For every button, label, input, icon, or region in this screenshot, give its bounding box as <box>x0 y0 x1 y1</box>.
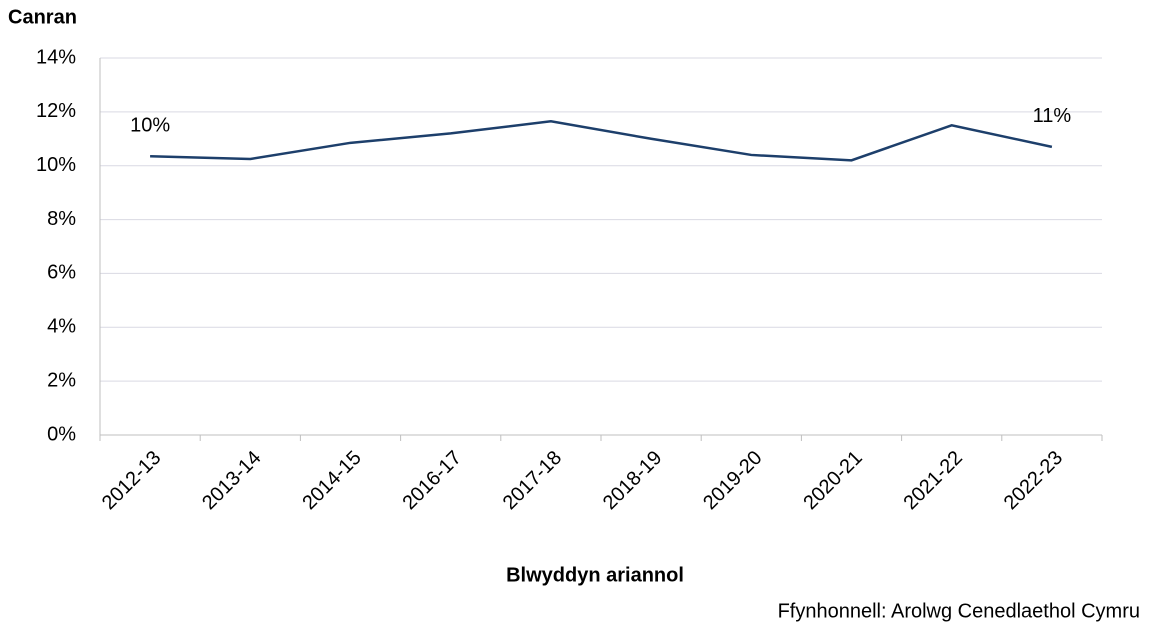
y-tick-label: 0% <box>47 423 76 445</box>
y-tick-label: 12% <box>36 100 76 122</box>
line <box>150 120 1053 162</box>
y-axis-label: Canran <box>8 6 77 28</box>
y-tick-label: 4% <box>47 316 76 338</box>
data-label: 11% <box>1033 105 1072 127</box>
y-tick-label: 14% <box>36 46 76 68</box>
x-tick-label: 2020-21 <box>799 447 866 514</box>
x-axis-label: Blwyddyn ariannol <box>506 564 684 586</box>
x-tick-label: 2022-23 <box>1000 447 1067 514</box>
x-tick-label: 2014-15 <box>298 447 365 514</box>
x-tick-label: 2013-14 <box>198 447 265 514</box>
source-note: Ffynhonnell: Arolwg Cenedlaethol Cymru <box>778 600 1140 622</box>
x-tick-label: 2017-18 <box>499 447 566 514</box>
y-tick-label: 6% <box>47 262 76 284</box>
data-label: 10% <box>130 115 170 137</box>
x-tick-label: 2018-19 <box>599 447 666 514</box>
x-tick-label: 2016-17 <box>399 447 466 514</box>
x-tick-label: 2021-22 <box>900 447 967 514</box>
y-tick-label: 10% <box>36 154 76 176</box>
x-tick-label: 2012-13 <box>98 447 165 514</box>
y-tick-label: 2% <box>47 369 76 391</box>
x-tick-label: 2019-20 <box>699 447 766 514</box>
y-tick-label: 8% <box>47 208 76 230</box>
